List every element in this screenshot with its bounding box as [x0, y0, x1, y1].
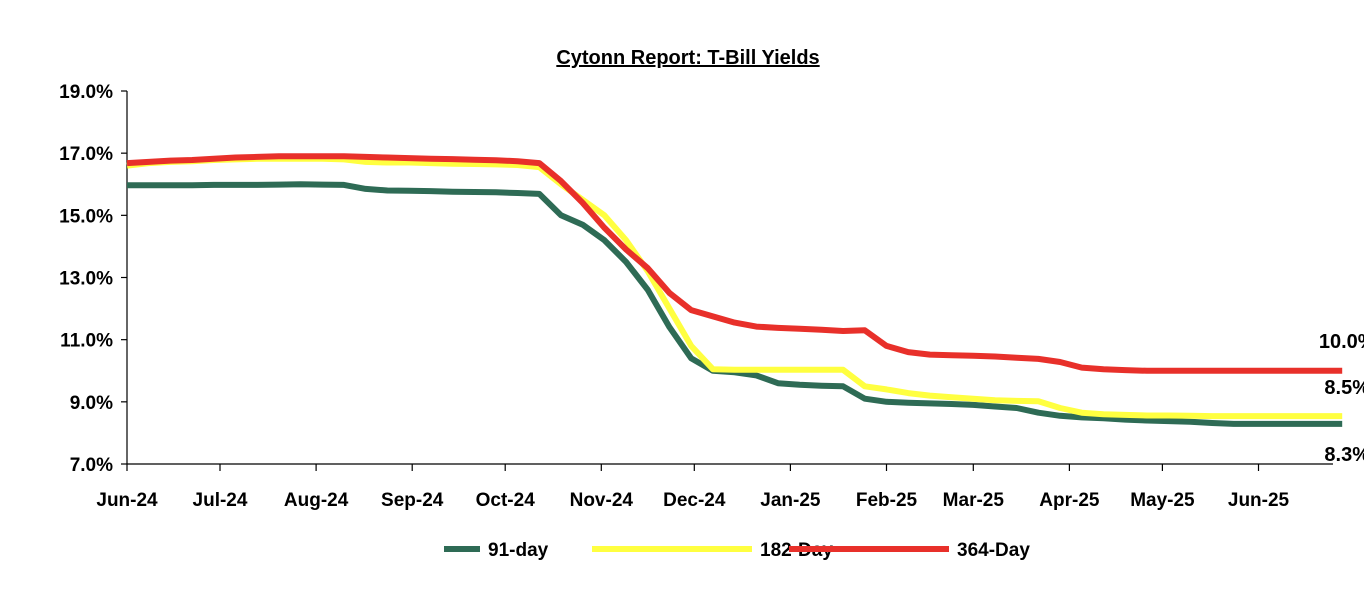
end-value-label: 8.5% [1324, 377, 1364, 399]
y-tick-label: 17.0% [59, 144, 113, 165]
x-tick-label: Nov-24 [570, 490, 634, 511]
x-tick-label: Feb-25 [856, 490, 918, 511]
x-tick-label: Oct-24 [476, 490, 536, 511]
legend: 91-day182-Day364-Day [444, 540, 1030, 561]
x-tick-label: Apr-25 [1039, 490, 1100, 511]
series-line-91-day [127, 181, 1343, 427]
legend-label: 91-day [488, 540, 549, 561]
x-tick-label: Jun-25 [1228, 490, 1290, 511]
x-tick-label: Mar-25 [943, 490, 1005, 511]
y-tick-label: 7.0% [70, 455, 113, 476]
y-tick-label: 9.0% [70, 393, 113, 414]
end-value-label: 8.3% [1324, 444, 1364, 466]
legend-item: 364-Day [789, 540, 1030, 561]
x-tick-label: Jan-25 [760, 490, 821, 511]
y-axis: 7.0% 9.0% 11.0% 13.0% 15.0% 17.0% 19.0% [59, 82, 128, 476]
series-layer [126, 153, 1343, 427]
series-line-364-day [126, 153, 1343, 374]
y-tick-label: 13.0% [59, 269, 113, 290]
x-tick-label: Dec-24 [663, 490, 726, 511]
x-axis: Jun-24 Jul-24 Aug-24 Sep-24 Oct-24 Nov-24 Dec-… [96, 463, 1333, 511]
x-tick-label: May-25 [1130, 490, 1195, 511]
end-value-label: 10.0% [1319, 331, 1364, 353]
legend-item: 91-day [444, 540, 549, 561]
end-labels: 10.0% 8.5% 8.3% [1319, 331, 1364, 466]
chart-title: Cytonn Report: T-Bill Yields [556, 47, 819, 69]
x-tick-label: Aug-24 [284, 490, 349, 511]
x-tick-label: Jul-24 [193, 490, 248, 511]
legend-label: 364-Day [957, 540, 1030, 561]
y-tick-label: 15.0% [59, 206, 113, 227]
x-tick-label: Jun-24 [96, 490, 158, 511]
series-line-182-day [126, 155, 1343, 420]
y-tick-label: 11.0% [60, 331, 113, 352]
y-tick-label: 19.0% [59, 82, 113, 103]
x-tick-label: Sep-24 [381, 490, 444, 511]
